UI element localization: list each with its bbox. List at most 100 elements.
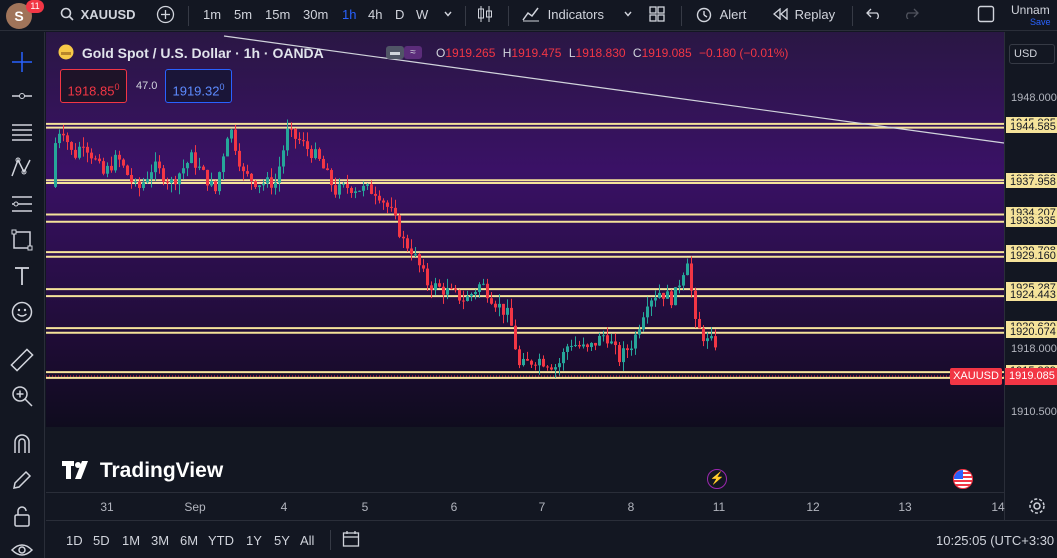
price-label: 1920.074 [1006, 325, 1057, 338]
range-5d[interactable]: 5D [93, 533, 110, 548]
candle-body [314, 149, 317, 159]
layout-toggle[interactable] [977, 0, 995, 31]
candle-body [694, 290, 697, 319]
range-1m[interactable]: 1M [122, 533, 141, 548]
range-5y[interactable]: 5Y [274, 533, 290, 548]
eye-icon[interactable] [10, 538, 34, 558]
interval-4h[interactable]: 4h [368, 7, 383, 22]
compare-button[interactable] [156, 0, 175, 31]
sell-button[interactable]: 1918.850 [60, 69, 127, 103]
time-label: 13 [898, 500, 912, 514]
buy-button[interactable]: 1919.320 [165, 69, 232, 103]
candle-body [194, 152, 197, 168]
candle-body [370, 184, 373, 194]
replay-button[interactable]: Replay [772, 0, 835, 31]
open-value: 1919.265 [445, 46, 496, 60]
candle-body [698, 318, 701, 329]
grid-icon [649, 6, 665, 22]
interval-5m[interactable]: 5m [234, 7, 253, 22]
text-icon[interactable] [10, 264, 34, 288]
interval-dropdown[interactable] [443, 0, 453, 31]
candle-body [606, 335, 609, 344]
ruler-icon[interactable] [10, 348, 34, 372]
time-axis[interactable]: 31 Sep 4 5 6 7 8 11 12 13 14 [46, 492, 1005, 520]
candle-body [174, 179, 177, 185]
pattern-icon[interactable] [10, 156, 34, 180]
candle-body [686, 263, 689, 276]
save-button[interactable]: Save [1030, 17, 1051, 27]
candle-body [454, 288, 457, 291]
redo-button[interactable] [903, 0, 919, 31]
horizontal-lines-icon[interactable] [10, 120, 34, 144]
range-1d[interactable]: 1D [66, 533, 83, 548]
interval-15m[interactable]: 15m [265, 7, 291, 22]
interval-1m[interactable]: 1m [203, 7, 222, 22]
hide-legend-button[interactable]: ▬ [386, 46, 404, 59]
indicators-button[interactable]: Indicators [522, 0, 604, 31]
layout-name[interactable]: Unnam [1011, 3, 1050, 17]
candle-body [438, 283, 441, 287]
trend-line[interactable] [223, 35, 1004, 144]
chart-legend[interactable]: Gold Spot / U.S. Dollar · 1h · OANDA [58, 44, 324, 61]
us-flag-icon[interactable] [953, 469, 973, 489]
range-6m[interactable]: 6M [180, 533, 199, 548]
candle-body [602, 335, 605, 337]
candle-body [670, 291, 673, 306]
candle-body [306, 141, 309, 150]
candle-body [494, 303, 497, 308]
candle-body [650, 300, 653, 307]
interval-W[interactable]: W [416, 7, 429, 22]
range-3m[interactable]: 3M [151, 533, 170, 548]
range-1y[interactable]: 1Y [246, 533, 262, 548]
templates-button[interactable] [649, 0, 665, 31]
draw-mode-icon[interactable] [10, 468, 34, 492]
candle-body [518, 349, 521, 366]
interval-D[interactable]: D [395, 7, 405, 22]
gear-icon [1029, 498, 1045, 514]
range-ytd[interactable]: YTD [208, 533, 234, 548]
lock-icon[interactable] [10, 504, 34, 528]
interval-1h[interactable]: 1h [342, 7, 357, 22]
candle-body [714, 336, 717, 348]
candle-body [254, 180, 257, 188]
candle-body [642, 317, 645, 330]
candle-body [538, 358, 541, 366]
symbol-search[interactable]: XAUUSD [60, 0, 136, 31]
currency-button[interactable]: USD [1009, 44, 1055, 64]
crosshair-icon[interactable] [10, 50, 34, 74]
candle-body [110, 165, 113, 171]
fib-tools-icon[interactable] [10, 192, 34, 216]
alert-button[interactable]: Alert [695, 0, 746, 31]
range-all[interactable]: All [300, 533, 315, 548]
candle-body [426, 268, 429, 286]
indicators-dropdown[interactable] [623, 0, 633, 31]
price-axis[interactable]: USD 1948.0001945.0251944.5851938.2881937… [1004, 32, 1057, 520]
chart-type-button[interactable] [477, 0, 493, 31]
rectangle-icon[interactable] [10, 228, 34, 252]
goto-date-button[interactable] [342, 530, 360, 553]
candle-body [178, 173, 181, 185]
time-label: Sep [184, 500, 206, 514]
undo-button[interactable] [866, 0, 882, 31]
candle-body [150, 172, 153, 179]
indicators-label: Indicators [547, 7, 604, 22]
candle-body [466, 296, 469, 302]
clock-timezone[interactable]: 10:25:05 (UTC+3:30 [936, 533, 1055, 548]
candle-body [182, 168, 185, 174]
settings-button[interactable] [1027, 496, 1047, 516]
interval-30m[interactable]: 30m [303, 7, 329, 22]
data-window-button[interactable]: ≈ [404, 46, 422, 59]
candle-body [678, 285, 681, 288]
magnet-icon[interactable] [10, 432, 34, 456]
candle-body [394, 207, 397, 216]
notification-badge: 11 [26, 0, 44, 13]
candle-body [278, 166, 281, 183]
zoom-in-icon[interactable] [10, 384, 34, 408]
emoji-icon[interactable] [10, 300, 34, 324]
trend-line-icon[interactable] [10, 84, 34, 108]
lightning-event-icon[interactable]: ⚡ [707, 469, 727, 489]
spread-value: 47.0 [136, 80, 158, 92]
candle-body [226, 138, 229, 157]
candle-body [658, 292, 661, 298]
tradingview-logo: TradingView [62, 459, 223, 483]
